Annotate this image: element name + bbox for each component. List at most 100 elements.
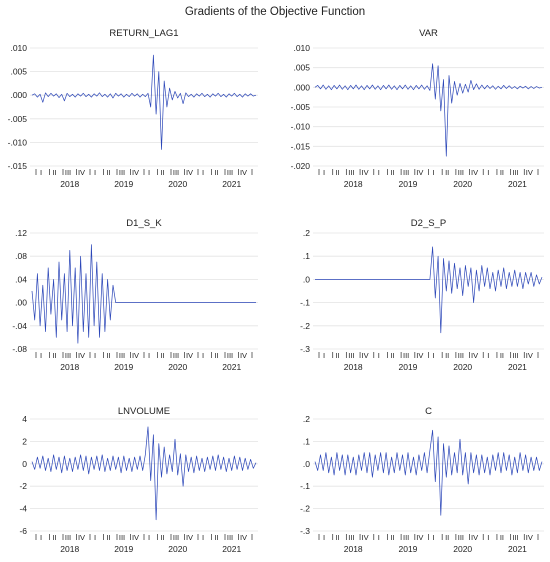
year-label: 2020 [168,179,187,189]
y-tick-label: .010 [10,43,27,53]
quarter-label: I [94,533,96,542]
y-tick-label: 0 [22,459,27,469]
y-tick-label: -4 [19,504,27,514]
y-tick-label: .2 [303,414,310,424]
quarter-label: III [512,533,518,542]
y-tick-label: -.3 [300,344,310,354]
series-line [315,246,543,334]
quarter-label: I [202,533,204,542]
year-label: 2019 [399,544,418,554]
y-tick-label: .010 [293,43,310,53]
quarter-label: IV [526,533,533,542]
quarter-label: IV [526,168,533,177]
quarter-label: III [403,168,409,177]
quarter-label: II [106,533,110,542]
quarter-label: I [148,533,150,542]
quarter-label: III [458,351,464,360]
quarter-label: IV [471,168,478,177]
y-tick-label: .0 [303,459,310,469]
y-tick-label: -.005 [8,114,28,124]
quarter-label: II [214,533,218,542]
quarter-label: II [445,351,449,360]
quarter-label: I [323,351,325,360]
y-tick-label: -.3 [300,526,310,536]
series-line [31,54,257,150]
quarter-label: IV [186,168,193,177]
quarter-label: IV [78,351,85,360]
quarter-label: II [214,351,218,360]
year-label: 2021 [222,544,241,554]
quarter-label: IV [416,168,423,177]
quarter-label: III [65,351,71,360]
quarter-label: II [160,533,164,542]
quarter-label: I [432,168,434,177]
y-tick-label: -.1 [300,298,310,308]
quarter-label: III [458,168,464,177]
quarter-label: I [202,351,204,360]
y-tick-label: .00 [15,298,27,308]
quarter-label: II [500,533,504,542]
panel-c: C-.3-.2-.1.0.1.2I II III IV I II III IV I II III IV… [300,406,544,554]
y-tick-label: .005 [293,63,310,73]
quarter-label: IV [78,168,85,177]
quarter-label: II [445,168,449,177]
y-tick-label: -.08 [12,344,27,354]
year-label: 2018 [344,179,363,189]
quarter-label: I [40,351,42,360]
year-label: 2018 [60,544,79,554]
year-label: 2021 [222,362,241,372]
quarter-label: IV [78,533,85,542]
panel-title: D2_S_P [411,218,446,229]
quarter-label: I [148,168,150,177]
quarter-label: IV [362,351,369,360]
panel-title: C [425,406,432,417]
panel-title: VAR [419,28,438,39]
year-label: 2019 [399,362,418,372]
year-label: 2021 [222,179,241,189]
quarter-label: II [336,351,340,360]
y-tick-label: .08 [15,251,27,261]
quarter-label: III [403,533,409,542]
quarter-label: III [173,351,179,360]
quarter-label: I [432,351,434,360]
y-tick-label: -.010 [8,137,28,147]
quarter-label: I [40,533,42,542]
y-tick-label: .000 [10,90,27,100]
figure-title: Gradients of the Objective Function [185,6,365,18]
quarter-label: II [160,351,164,360]
quarter-label: I [323,533,325,542]
y-tick-label: .12 [15,228,27,238]
quarter-label: I [487,533,489,542]
quarter-label: I [40,168,42,177]
y-tick-label: .2 [303,228,310,238]
quarter-label: III [227,351,233,360]
quarter-label: I [94,351,96,360]
quarter-label: II [52,168,56,177]
y-tick-label: .005 [10,67,27,77]
quarter-label: II [390,533,394,542]
quarter-label: IV [132,168,139,177]
year-label: 2020 [168,544,187,554]
quarter-label: II [106,168,110,177]
quarter-label: I [202,168,204,177]
y-tick-label: -.010 [291,122,311,132]
quarter-label: III [173,168,179,177]
quarter-label: IV [526,351,533,360]
quarter-label: II [390,168,394,177]
year-label: 2018 [60,179,79,189]
quarter-label: IV [240,533,247,542]
y-tick-label: -.04 [12,321,27,331]
quarter-label: I [378,351,380,360]
series-line [314,429,543,516]
quarter-label: IV [240,351,247,360]
y-tick-label: 4 [22,414,27,424]
quarter-label: I [378,168,380,177]
panel-title: D1_S_K [126,218,162,229]
quarter-label: III [348,168,354,177]
quarter-label: II [214,168,218,177]
y-tick-label: -.015 [8,161,28,171]
panel-title: RETURN_LAG1 [109,28,178,39]
